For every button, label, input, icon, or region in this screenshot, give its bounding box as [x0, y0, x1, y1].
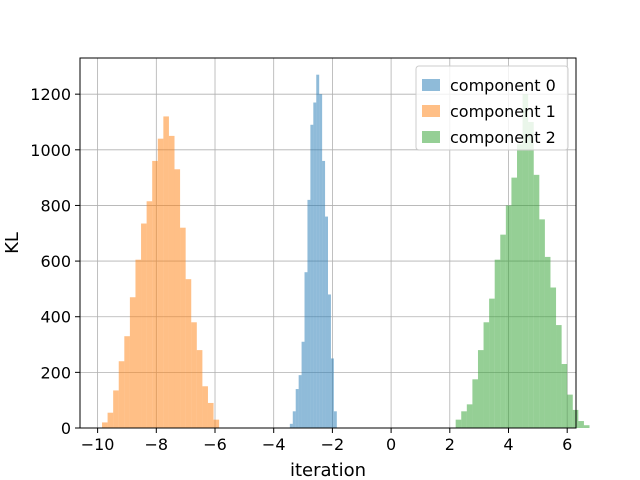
histogram-bar-series-0: [304, 272, 308, 428]
histogram-bar-series-2: [517, 144, 523, 428]
histogram-bar-series-0: [292, 411, 296, 428]
histogram-bar-series-1: [202, 386, 208, 428]
histogram-bar-series-0: [313, 102, 317, 428]
histogram-bar-series-2: [583, 425, 590, 428]
plot-frame: [79, 57, 577, 429]
histogram-bar-series-1: [141, 223, 147, 428]
histogram-bar-series-1: [157, 138, 164, 428]
histogram-bar-series-1: [174, 169, 181, 428]
histogram-bar-series-2: [522, 94, 529, 429]
histogram-bar-series-0: [330, 358, 334, 428]
histogram-bar-series-2: [539, 219, 545, 428]
histogram-bar-series-2: [578, 421, 584, 428]
legend-swatch: [422, 131, 440, 143]
histogram-bar-series-1: [152, 160, 158, 429]
histogram-bar-series-2: [544, 256, 551, 428]
histogram-bar-series-1: [196, 350, 203, 428]
legend-swatch: [422, 79, 440, 91]
legend-box: [415, 65, 569, 151]
legend-label: component 2: [450, 128, 556, 147]
histogram-bar-series-0: [298, 375, 302, 428]
histogram-bar-series-2: [500, 234, 506, 428]
x-tick-label: 2: [445, 435, 455, 454]
histogram-bar-series-2: [489, 298, 495, 428]
histogram-bar-series-1: [124, 336, 130, 428]
x-tick-label: −6: [203, 435, 227, 454]
legend-label: component 0: [450, 76, 556, 95]
histogram-bar-series-0: [289, 423, 293, 428]
histogram-bar-series-1: [146, 201, 153, 428]
y-tick-label: 0: [61, 419, 71, 438]
histogram-bar-series-2: [461, 411, 467, 428]
histogram-bar-series-1: [185, 279, 192, 428]
y-tick-label: 1200: [30, 85, 71, 104]
histogram-bar-series-2: [466, 404, 473, 428]
histogram-bar-series-2: [511, 177, 518, 428]
y-axis-label: KL: [2, 232, 23, 254]
histogram-bar-series-0: [319, 94, 323, 429]
histogram-bar-series-2: [455, 419, 462, 428]
histogram-bar-series-2: [561, 364, 568, 428]
x-tick-label: 6: [562, 435, 572, 454]
histogram-bar-series-1: [180, 227, 186, 428]
histogram-bar-series-2: [494, 259, 501, 428]
x-tick-label: −2: [321, 435, 345, 454]
histogram-bar-series-0: [295, 389, 299, 428]
y-tick-label: 800: [40, 196, 71, 215]
histogram-bar-series-1: [191, 322, 197, 428]
histogram-bar-series-0: [328, 294, 331, 428]
histogram-bar-series-1: [129, 297, 136, 428]
histogram-bar-series-1: [102, 422, 108, 428]
histogram-bar-series-2: [533, 174, 540, 428]
x-axis-label: iteration: [290, 460, 366, 480]
histogram-bar-series-0: [325, 216, 328, 428]
x-tick-label: −8: [145, 435, 169, 454]
histogram-bar-series-0: [301, 341, 305, 428]
histogram-bar-series-0: [316, 74, 320, 429]
y-tick-label: 400: [40, 308, 71, 327]
histogram-bar-series-0: [310, 124, 314, 429]
histogram-bar-series-2: [556, 325, 562, 428]
histogram-bar-series-2: [528, 121, 534, 429]
x-tick-label: 4: [503, 435, 513, 454]
histogram-bar-series-2: [483, 322, 490, 428]
histogram-bar-series-0: [322, 160, 326, 429]
histogram-bar-series-2: [472, 379, 478, 428]
histogram-bar-series-1: [207, 402, 214, 428]
histogram-bars: [102, 74, 590, 429]
x-tick-label: −10: [81, 435, 115, 454]
histogram-bar-series-2: [505, 205, 512, 428]
histogram-bar-series-2: [550, 287, 557, 428]
histogram-bar-series-1: [135, 259, 142, 428]
histogram-bar-series-1: [213, 419, 220, 428]
axis-ticks: −10 −8 −6 −4 −2 0 2 4 6 0 200 400 600 800 1000 1200: [30, 85, 572, 454]
histogram-bar-series-1: [107, 412, 114, 428]
histogram-bar-series-1: [118, 361, 125, 428]
histogram-bar-series-0: [333, 411, 337, 428]
y-tick-label: 600: [40, 252, 71, 271]
histogram-bar-series-0: [307, 199, 311, 428]
histogram-bar-series-1: [168, 135, 175, 429]
legend: component 0 component 1 component 2: [415, 65, 569, 151]
y-tick-label: 1000: [30, 141, 71, 160]
y-tick-label: 200: [40, 363, 71, 382]
x-tick-label: −4: [262, 435, 286, 454]
histogram-bar-series-1: [163, 116, 169, 428]
legend-label: component 1: [450, 102, 556, 121]
histogram-bar-series-2: [567, 394, 573, 428]
x-tick-label: 0: [386, 435, 396, 454]
histogram-bar-series-2: [477, 350, 484, 428]
histogram-bar-series-1: [113, 390, 119, 428]
legend-swatch: [422, 105, 440, 117]
